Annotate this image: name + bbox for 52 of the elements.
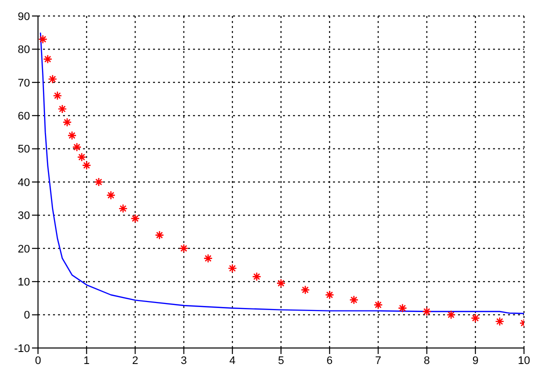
y-tick-label: 90 (18, 10, 30, 23)
x-tick-label: 1 (84, 354, 90, 367)
point (62, 118, 72, 127)
point (58, 104, 67, 114)
point (77, 152, 86, 162)
point (398, 304, 408, 313)
y-tick-label: 50 (18, 144, 30, 156)
point (422, 306, 432, 316)
x-tick-label: 5 (278, 354, 284, 367)
point (228, 264, 237, 273)
point (179, 244, 188, 253)
point (82, 160, 92, 170)
x-tick-label: 8 (424, 354, 430, 367)
point (48, 74, 58, 84)
point (252, 272, 262, 282)
y-tick-label: 10 (18, 276, 30, 289)
point (446, 310, 456, 320)
point (325, 290, 334, 300)
x-tick-label: 9 (472, 354, 478, 367)
point (374, 300, 383, 310)
x-tick-label: 6 (326, 354, 333, 367)
point (349, 295, 358, 304)
y-tick-label: 80 (18, 44, 30, 56)
y-tick-label: 40 (18, 176, 30, 189)
point (130, 214, 140, 224)
point (300, 285, 310, 294)
point (38, 34, 48, 44)
point (495, 316, 504, 326)
point (72, 142, 82, 152)
point (67, 130, 77, 140)
point (43, 54, 52, 64)
x-tick-label: 7 (375, 354, 382, 367)
y-tick-label: 20 (18, 243, 30, 256)
y-tick-label: -10 (14, 342, 30, 355)
x-tick-label: 0 (34, 354, 42, 367)
y-tick-label: 0 (24, 310, 30, 322)
y-tick-label: 70 (18, 77, 30, 90)
point (154, 230, 164, 240)
y-tick-label: 60 (18, 110, 30, 123)
point (118, 204, 128, 214)
x-tick-label: 10 (518, 354, 530, 367)
point (94, 177, 104, 187)
y-tick-label: 30 (18, 210, 30, 222)
x-tick-label: 3 (180, 354, 187, 367)
point (52, 91, 62, 100)
point (276, 278, 286, 288)
point (106, 190, 116, 200)
point (470, 314, 480, 323)
x-tick-label: 4 (229, 354, 236, 367)
point (204, 254, 213, 263)
x-tick-label: 2 (132, 354, 138, 367)
line-series (40, 32, 524, 314)
